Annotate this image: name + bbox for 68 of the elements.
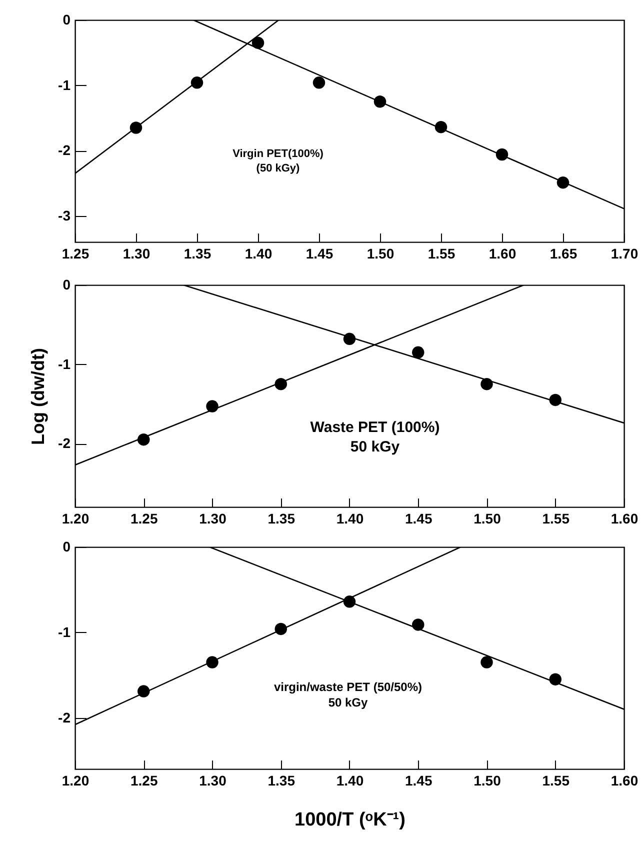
annotation: (50 kGy)	[256, 162, 300, 174]
point	[412, 618, 424, 631]
x-tick-label: 1.20	[62, 772, 90, 788]
point	[434, 120, 448, 134]
point	[312, 76, 326, 89]
point	[274, 622, 287, 636]
x-tick-label: 1.60	[610, 510, 638, 526]
point	[138, 433, 150, 446]
y-tick-label: -1	[58, 356, 71, 372]
y-axis-title: Log (dw/dt)	[28, 348, 48, 445]
y-tick-label: 0	[62, 276, 71, 292]
point	[412, 346, 424, 359]
point	[374, 96, 386, 108]
point	[206, 400, 218, 412]
point	[130, 122, 142, 134]
y-tick-label: -2	[58, 142, 71, 158]
point	[343, 596, 356, 608]
point	[343, 332, 356, 346]
x-tick-label: 1.55	[542, 772, 570, 788]
x-tick-label: 1.70	[610, 246, 638, 262]
x-tick-label: 1.40	[244, 246, 272, 262]
x-tick-label: 1.65	[550, 246, 578, 262]
x-tick-label: 1.20	[62, 510, 90, 526]
x-tick-label: 1.45	[306, 246, 334, 262]
x-tick-label: 1.35	[268, 772, 296, 788]
x-tick-label: 1.45	[405, 772, 432, 788]
x-tick-label: 1.50	[474, 772, 502, 788]
x-tick-label: 1.30	[122, 246, 150, 262]
annotation: 50 kGy	[350, 438, 400, 456]
point	[549, 394, 562, 406]
x-tick-label: 1.60	[488, 246, 516, 262]
x-tick-label: 1.30	[199, 510, 227, 526]
x-tick-label: 1.25	[130, 772, 158, 788]
x-tick-label: 1.55	[542, 510, 570, 526]
y-tick-label: 0	[62, 12, 71, 28]
y-tick-label: 0	[62, 538, 71, 554]
x-tick-label: 1.45	[405, 510, 432, 526]
x-tick-label: 1.55	[428, 246, 456, 262]
point	[496, 148, 508, 161]
x-tick-label: 1.35	[268, 510, 296, 526]
annotation: Waste PET (100%)	[310, 419, 440, 436]
y-tick-label: -2	[58, 709, 71, 726]
point	[556, 176, 570, 189]
x-tick-label: 1.50	[474, 510, 502, 526]
x-tick-label: 1.60	[610, 772, 638, 788]
x-tick-label: 1.40	[336, 772, 364, 788]
x-tick-label: 1.40	[336, 510, 364, 526]
y-tick-label: -2	[58, 435, 71, 452]
point	[480, 378, 493, 390]
x-tick-label: 1.25	[62, 246, 90, 262]
annotation: 50 kGy	[328, 696, 368, 710]
x-tick-label: 1.25	[130, 510, 158, 526]
x-tick-label: 1.35	[184, 246, 212, 262]
x-tick-label: 1.50	[366, 246, 394, 262]
point	[274, 378, 287, 390]
point	[549, 673, 562, 686]
point	[252, 36, 264, 49]
annotation: virgin/waste PET (50/50%)	[274, 680, 422, 694]
x-axis-title: 1000/T (ᵒK⁻¹)	[294, 810, 406, 830]
x-tick-label: 1.30	[199, 772, 227, 788]
annotation: Virgin PET(100%)	[232, 148, 324, 160]
point	[190, 76, 204, 89]
y-tick-label: -3	[58, 207, 71, 224]
point	[206, 656, 218, 668]
y-tick-label: -1	[58, 76, 71, 93]
y-tick-label: -1	[58, 624, 71, 640]
point	[480, 656, 493, 668]
point	[138, 685, 150, 698]
